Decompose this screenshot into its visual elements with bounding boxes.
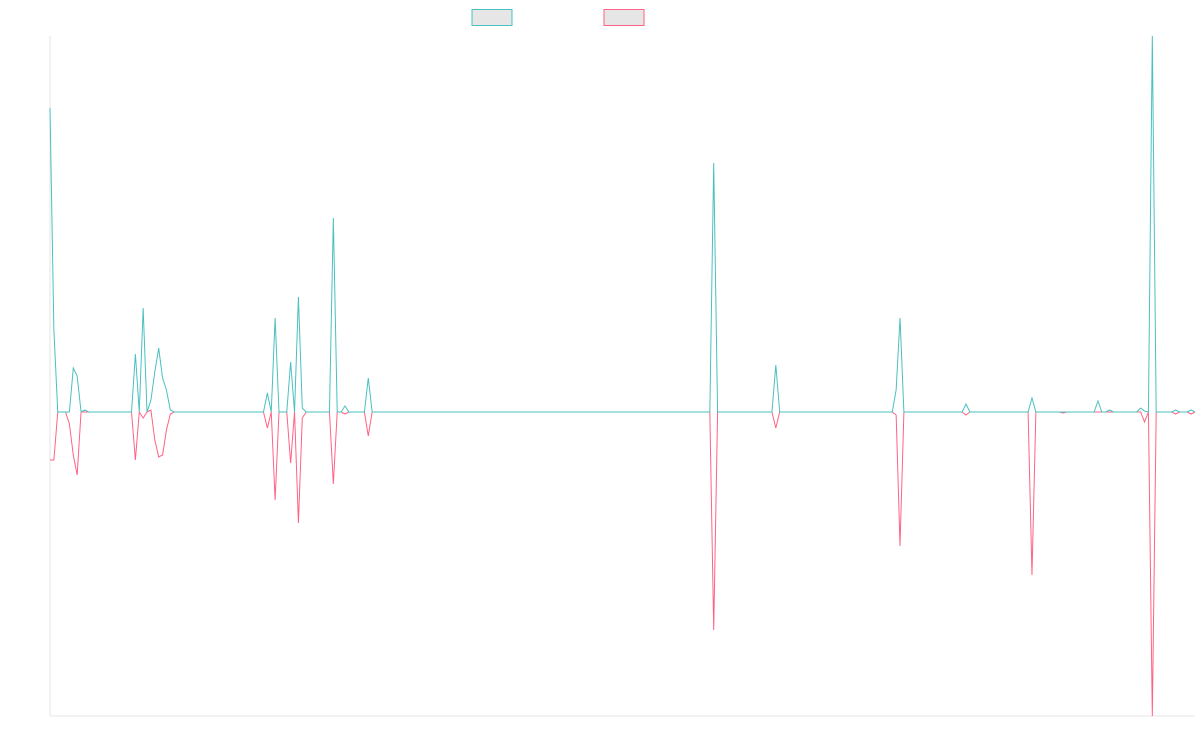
legend-swatch bbox=[603, 9, 645, 26]
series-line bbox=[50, 409, 1196, 717]
series-line bbox=[49, 35, 1196, 413]
legend-swatch bbox=[471, 9, 513, 26]
